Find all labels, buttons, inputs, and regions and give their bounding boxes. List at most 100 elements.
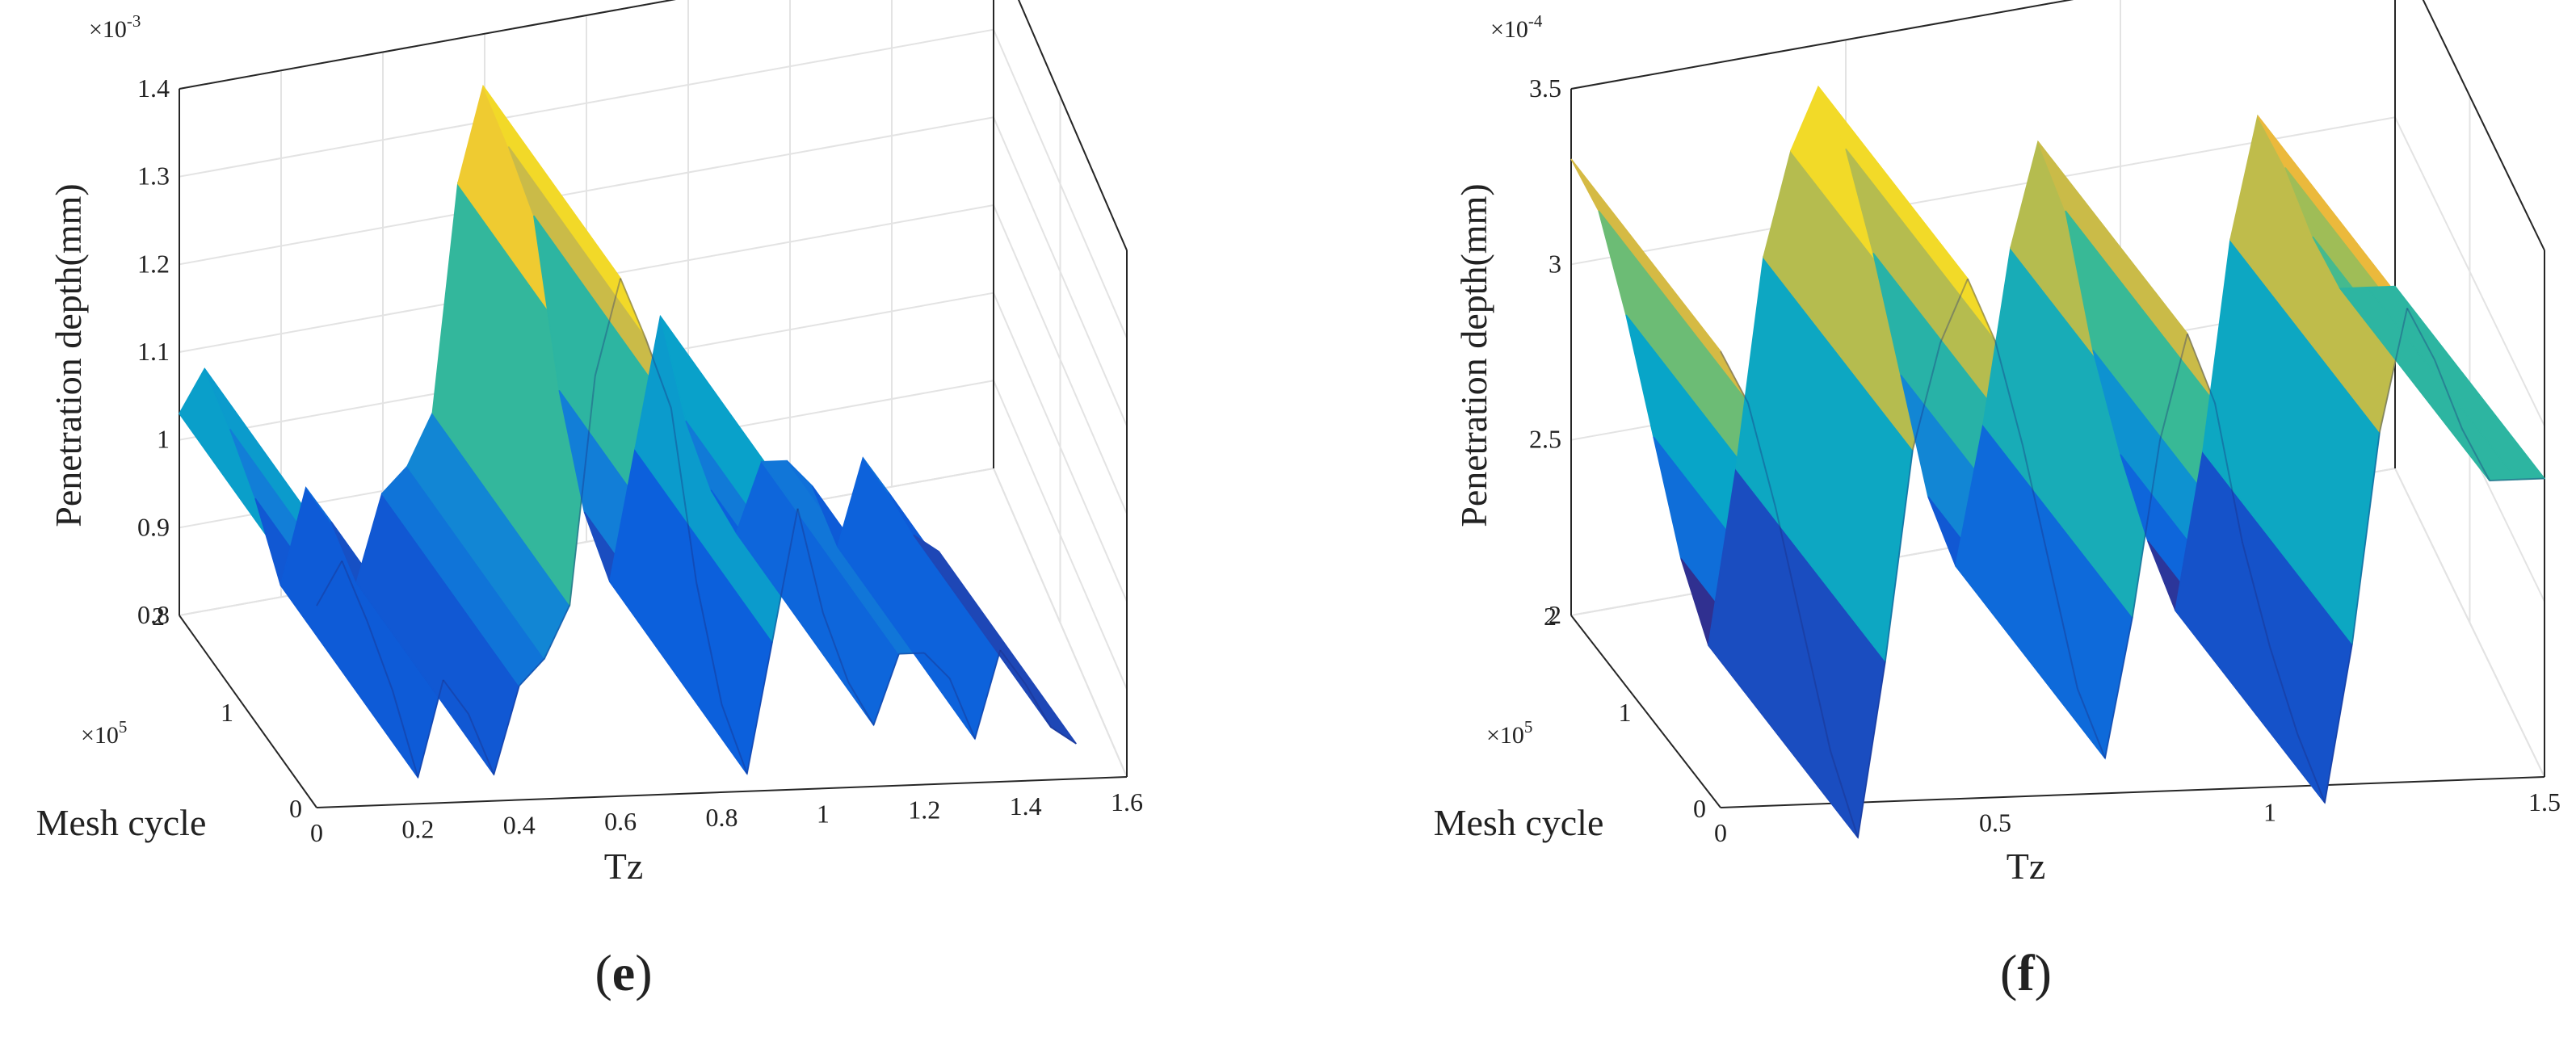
y-multiplier-exponent: 5 — [1524, 717, 1533, 737]
panel-e: 0.8 0.9 1 1.1 1.2 1.3 1.4 0 0.2 0.4 0.6 0.8 1 1.2 1.4 1… — [36, 0, 1143, 1001]
z-multiplier: ×10-3 — [89, 11, 141, 43]
surface-front-edge — [2049, 567, 2078, 690]
x-tick-label: 0 — [1714, 818, 1727, 847]
surface-front-edge — [2077, 688, 2106, 759]
z-axis-title: Penetration depth(mm) — [1453, 183, 1494, 527]
caption-letter: f — [2017, 944, 2035, 1001]
surface-front-edge — [1024, 683, 1052, 728]
surface-front-edge — [417, 679, 444, 778]
z-multiplier-base: ×10 — [89, 16, 127, 43]
surface-front-edge — [695, 582, 723, 705]
surface-front-edge — [1830, 750, 1859, 838]
y-tick-label: 1 — [221, 698, 233, 727]
z-tick-label: 0.9 — [137, 512, 170, 541]
surface-front-edge — [1857, 661, 1886, 838]
y-multiplier-exponent: 5 — [119, 717, 128, 737]
x-tick-label: 0.2 — [401, 814, 434, 843]
surface-front-edge — [898, 652, 925, 655]
z-tick-label: 2 — [1549, 600, 1561, 629]
surface-strip — [913, 534, 1077, 745]
y-axis-title: Mesh cycle — [36, 802, 207, 843]
z-tick-label: 0.8 — [137, 600, 170, 629]
x-tick-label: 1.2 — [908, 795, 940, 825]
surface-front-edge — [1050, 726, 1077, 745]
z-tick-label: 1.3 — [137, 162, 170, 191]
surface-front-edge — [392, 690, 419, 778]
surface-front-edge — [1802, 628, 1831, 751]
surface-front-edge — [973, 649, 1002, 740]
z-tick-label: 1.4 — [137, 73, 170, 103]
x-tick-label: 1 — [2263, 798, 2276, 827]
y-multiplier: ×105 — [81, 717, 127, 749]
caption-open-paren: ( — [2000, 944, 2017, 1001]
surface-front-edge — [1720, 350, 1749, 404]
caption-open-paren: ( — [595, 944, 611, 1001]
surface-front-edge — [746, 640, 774, 774]
surface-front-edge — [771, 508, 799, 642]
surface-front-edge — [2516, 477, 2545, 481]
x-tick-label: 1.6 — [1111, 787, 1143, 816]
frame-edge — [1018, 0, 1128, 251]
y-multiplier-base: ×10 — [1486, 722, 1524, 749]
surface-front-edge — [923, 652, 951, 679]
surface-front-edge — [2324, 643, 2353, 804]
surface-front-edge — [1994, 341, 2023, 446]
z-tick-label: 2.5 — [1529, 425, 1561, 454]
surface-front-edge — [569, 376, 596, 606]
y-axis-line — [1570, 615, 1721, 808]
surface-front-edge — [2406, 308, 2435, 360]
surface-strip — [2366, 285, 2546, 481]
z-multiplier-exponent: -4 — [1528, 11, 1543, 31]
caption-close-paren: ) — [2035, 944, 2052, 1001]
surface-front-edge — [468, 713, 495, 775]
x-tick-label: 0.6 — [604, 807, 637, 836]
y-tick-label: 0 — [1693, 794, 1706, 823]
surface-front-edge — [2132, 439, 2161, 617]
surface-front-edge — [341, 560, 368, 622]
x-tick-label: 0.8 — [706, 803, 738, 832]
surface-front-edge — [948, 678, 976, 740]
surface-front-edge — [2461, 428, 2490, 481]
surface-front-edge — [2104, 616, 2133, 758]
z-tick-label: 1.2 — [137, 249, 170, 278]
x-tick-label: 0 — [310, 818, 323, 847]
surface-front-edge — [2434, 359, 2463, 430]
z-multiplier-exponent: -3 — [127, 11, 141, 31]
x-tick-label: 1.4 — [1010, 791, 1042, 821]
frame-edge — [179, 0, 676, 90]
surface-front-edge — [442, 679, 469, 715]
surface-front-edge — [1885, 449, 1914, 661]
surface-front-edge — [594, 278, 622, 376]
caption-close-paren: ) — [635, 944, 652, 1001]
z-tick-label: 3.5 — [1529, 73, 1561, 103]
surface-front-edge — [2214, 402, 2243, 543]
frame-edge — [1570, 0, 2074, 90]
y-tick-label: 2 — [1544, 602, 1557, 631]
surface-front-edge — [1912, 342, 1941, 450]
x-axis-title: Tz — [2007, 846, 2046, 887]
surface-front-edge — [366, 621, 393, 691]
surface-front-edge — [645, 338, 672, 409]
z-axis-title: Penetration depth(mm) — [48, 183, 89, 527]
surface-front-edge — [999, 649, 1027, 685]
surface-front-edge — [2022, 445, 2051, 568]
y-multiplier-base: ×10 — [81, 722, 119, 749]
surface-front-edge — [544, 604, 571, 659]
surface-front-edge — [872, 653, 900, 726]
surface-front-edge — [493, 685, 520, 775]
surface-front-edge — [316, 560, 343, 607]
x-axis-title: Tz — [604, 846, 644, 887]
z-tick-label: 1.1 — [137, 337, 170, 366]
y-axis-line — [179, 615, 317, 808]
surface-front-edge — [519, 657, 545, 686]
z-multiplier: ×10-4 — [1490, 11, 1543, 43]
x-tick-label: 0.4 — [503, 811, 536, 840]
panel-caption: (e) — [595, 944, 652, 1001]
y-multiplier: ×105 — [1486, 717, 1532, 749]
surface-front-edge — [1747, 402, 1776, 508]
surface-front-edge — [822, 612, 850, 683]
surface-front-edge — [620, 278, 647, 339]
x-axis-line — [316, 776, 1128, 808]
